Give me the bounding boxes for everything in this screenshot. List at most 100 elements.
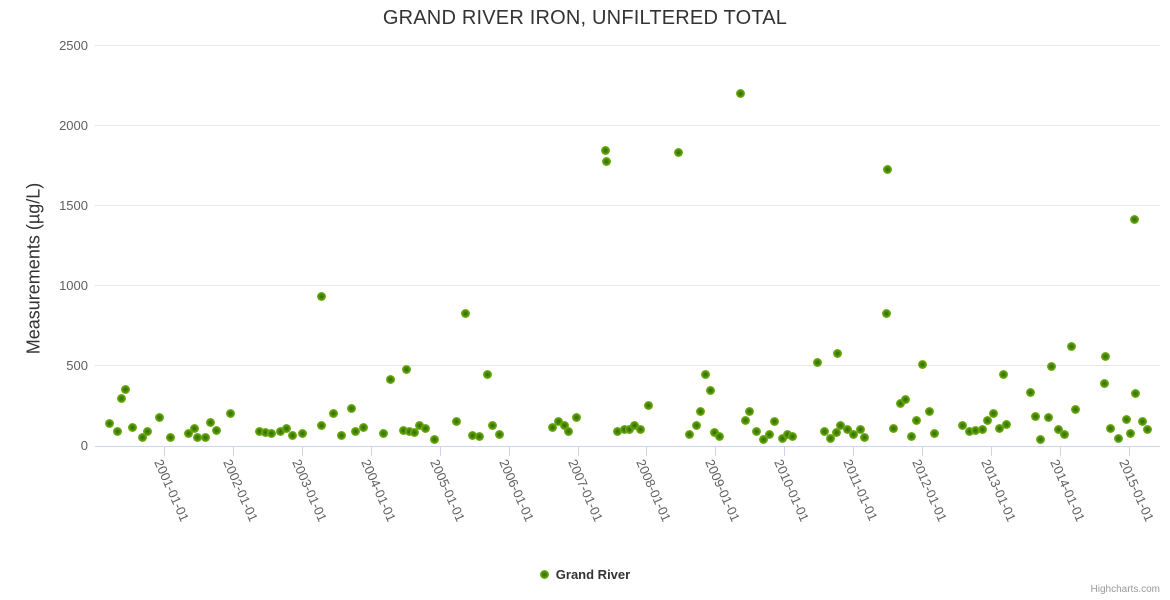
- data-point[interactable]: [184, 428, 194, 438]
- data-point[interactable]: [255, 427, 265, 437]
- data-point[interactable]: [317, 291, 327, 301]
- data-point[interactable]: [1125, 428, 1135, 438]
- data-point[interactable]: [117, 394, 127, 404]
- data-point[interactable]: [415, 421, 425, 431]
- data-point[interactable]: [836, 420, 846, 430]
- data-point[interactable]: [201, 432, 211, 442]
- data-point[interactable]: [495, 430, 505, 440]
- data-point[interactable]: [901, 394, 911, 404]
- data-point[interactable]: [1138, 416, 1148, 426]
- data-point[interactable]: [826, 433, 835, 443]
- data-point[interactable]: [629, 421, 639, 431]
- data-point[interactable]: [1129, 214, 1139, 224]
- data-point[interactable]: [1071, 404, 1081, 414]
- data-point[interactable]: [553, 417, 563, 427]
- data-point[interactable]: [386, 374, 396, 384]
- data-point[interactable]: [706, 386, 716, 396]
- data-point[interactable]: [636, 424, 646, 434]
- data-point[interactable]: [882, 165, 892, 175]
- data-point[interactable]: [226, 408, 236, 418]
- data-point[interactable]: [745, 406, 755, 416]
- data-point[interactable]: [155, 412, 165, 422]
- data-point[interactable]: [1030, 411, 1040, 421]
- data-point[interactable]: [624, 425, 634, 435]
- data-point[interactable]: [1035, 434, 1045, 444]
- data-point[interactable]: [999, 370, 1009, 380]
- data-point[interactable]: [113, 426, 123, 436]
- legend-item-grand-river[interactable]: Grand River: [539, 567, 630, 582]
- data-point[interactable]: [451, 416, 461, 426]
- data-point[interactable]: [994, 423, 1004, 433]
- data-point[interactable]: [487, 421, 497, 431]
- data-point[interactable]: [619, 424, 629, 434]
- data-point[interactable]: [783, 430, 793, 440]
- data-point[interactable]: [696, 407, 706, 417]
- data-point[interactable]: [1114, 433, 1124, 443]
- data-point[interactable]: [977, 424, 987, 434]
- data-point[interactable]: [1122, 414, 1132, 424]
- data-point[interactable]: [120, 384, 130, 394]
- data-point[interactable]: [1001, 419, 1011, 429]
- data-point[interactable]: [958, 421, 968, 431]
- data-point[interactable]: [261, 428, 271, 438]
- data-point[interactable]: [832, 428, 842, 438]
- data-point[interactable]: [842, 425, 852, 435]
- data-point[interactable]: [402, 364, 412, 374]
- data-point[interactable]: [895, 398, 905, 408]
- data-point[interactable]: [740, 415, 750, 425]
- data-point[interactable]: [460, 309, 470, 319]
- data-point[interactable]: [346, 403, 356, 413]
- data-point[interactable]: [404, 427, 414, 437]
- data-point[interactable]: [881, 309, 891, 319]
- data-point[interactable]: [613, 427, 622, 437]
- data-point[interactable]: [266, 428, 276, 438]
- data-point[interactable]: [700, 370, 710, 380]
- data-point[interactable]: [1047, 362, 1057, 372]
- data-point[interactable]: [104, 418, 114, 428]
- data-point[interactable]: [907, 432, 917, 442]
- data-point[interactable]: [918, 359, 928, 369]
- data-point[interactable]: [832, 348, 842, 358]
- data-point[interactable]: [770, 417, 780, 427]
- data-point[interactable]: [691, 420, 701, 430]
- data-point[interactable]: [420, 423, 430, 433]
- data-point[interactable]: [751, 427, 761, 437]
- data-point[interactable]: [1025, 387, 1035, 397]
- data-point[interactable]: [736, 88, 746, 98]
- data-point[interactable]: [206, 418, 216, 428]
- data-point[interactable]: [468, 431, 478, 441]
- data-point[interactable]: [983, 415, 993, 425]
- data-point[interactable]: [1101, 351, 1111, 361]
- data-point[interactable]: [912, 415, 922, 425]
- data-point[interactable]: [1100, 378, 1110, 388]
- data-point[interactable]: [316, 420, 326, 430]
- data-point[interactable]: [359, 422, 369, 432]
- data-point[interactable]: [971, 426, 981, 436]
- data-point[interactable]: [601, 146, 611, 156]
- data-point[interactable]: [282, 423, 292, 433]
- data-point[interactable]: [288, 431, 298, 441]
- data-point[interactable]: [764, 430, 774, 440]
- data-point[interactable]: [571, 412, 581, 422]
- data-point[interactable]: [1059, 430, 1069, 440]
- data-point[interactable]: [855, 424, 865, 434]
- data-point[interactable]: [673, 147, 683, 157]
- data-point[interactable]: [1043, 412, 1053, 422]
- data-point[interactable]: [351, 427, 361, 437]
- data-point[interactable]: [297, 429, 307, 439]
- data-point[interactable]: [166, 432, 176, 442]
- data-point[interactable]: [848, 430, 858, 440]
- data-point[interactable]: [1143, 424, 1153, 434]
- credits-link[interactable]: Highcharts.com: [1090, 584, 1160, 595]
- data-point[interactable]: [1067, 342, 1077, 352]
- data-point[interactable]: [337, 431, 347, 441]
- data-point[interactable]: [820, 427, 830, 437]
- data-point[interactable]: [409, 428, 419, 438]
- data-point[interactable]: [685, 430, 695, 440]
- data-point[interactable]: [888, 423, 898, 433]
- data-point[interactable]: [142, 426, 152, 436]
- data-point[interactable]: [547, 422, 557, 432]
- data-point[interactable]: [430, 434, 440, 444]
- data-point[interactable]: [1130, 389, 1140, 399]
- data-point[interactable]: [398, 426, 408, 436]
